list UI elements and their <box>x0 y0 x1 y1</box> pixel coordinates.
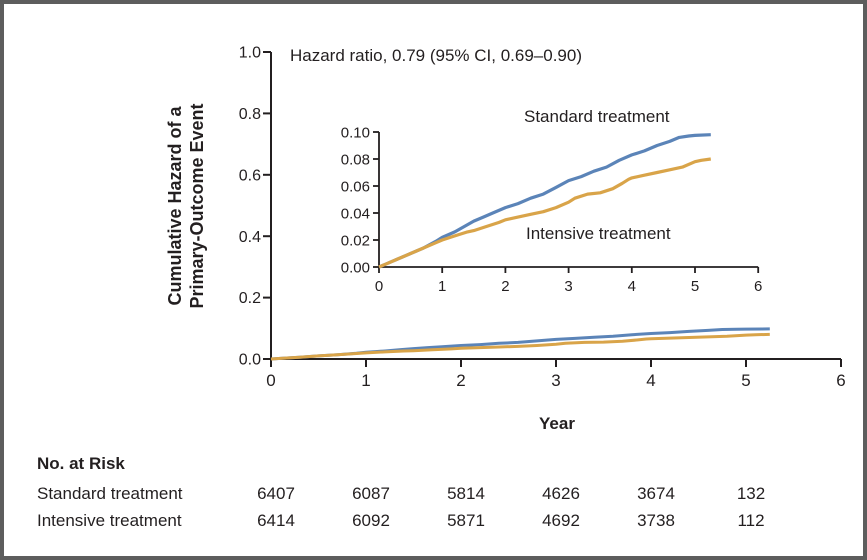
legend-intensive-treatment: Intensive treatment <box>526 224 671 243</box>
risk-table-title: No. at Risk <box>37 454 125 473</box>
main-ytick-label: 0.0 <box>239 352 261 369</box>
risk-row-label: Intensive treatment <box>37 511 182 530</box>
main-xtick-label: 0 <box>266 371 275 390</box>
main-xtick-label: 5 <box>741 371 750 390</box>
risk-count: 5871 <box>447 511 485 530</box>
inset-series <box>378 133 712 269</box>
risk-count: 6087 <box>352 484 390 503</box>
cumulative-hazard-plot: 0.00.20.40.60.81.00 1 2 3 4 5 60.000.020.040.0… <box>239 45 846 390</box>
risk-count: 132 <box>736 484 766 503</box>
inset-line-intensive-treatment <box>378 157 712 269</box>
risk-count: 6414 <box>257 511 295 530</box>
main-line-intensive-treatment <box>270 332 770 361</box>
main-series <box>270 327 770 361</box>
risk-row-intensive: Intensive treatment 6414 6092 5871 4692 … <box>4 511 863 535</box>
risk-row-standard: Standard treatment 6407 6087 5814 4626 3… <box>4 484 863 508</box>
main-ytick-label: 0.6 <box>239 167 261 184</box>
legend-standard-treatment: Standard treatment <box>524 107 670 126</box>
main-xtick-label: 3 <box>551 371 560 390</box>
main-ytick-label: 0.2 <box>239 290 261 307</box>
main-ytick-label: 1.0 <box>239 45 261 62</box>
main-xtick-label: 4 <box>646 371 655 390</box>
y-axis-label-line2: Primary-Outcome Event <box>186 103 207 309</box>
risk-count: 3738 <box>637 511 675 530</box>
inset-xtick-label: 2 <box>501 278 509 295</box>
risk-count: 6407 <box>257 484 295 503</box>
inset-ytick-label: 0.04 <box>341 205 370 222</box>
main-ytick-label: 0.8 <box>239 106 261 123</box>
risk-count: 6092 <box>352 511 390 530</box>
y-axis-label: Cumulative Hazard of a Primary-Outcome E… <box>165 41 209 371</box>
main-axes: 0.0 0.2 0.4 0.6 0.8 1.0 0 1 2 3 4 5 6 <box>239 45 846 390</box>
inset-xtick-label: 5 <box>691 278 699 295</box>
inset-xtick-label: 6 <box>754 278 762 295</box>
inset-ytick-label: 0.00 <box>341 259 370 276</box>
inset-xtick-label: 1 <box>438 278 446 295</box>
risk-count: 4626 <box>542 484 580 503</box>
main-xtick-label: 2 <box>456 371 465 390</box>
risk-count: 5814 <box>447 484 485 503</box>
risk-count: 112 <box>737 511 765 530</box>
inset-ytick-label: 0.10 <box>341 124 370 141</box>
hazard-ratio-annotation: Hazard ratio, 0.79 (95% CI, 0.69–0.90) <box>290 46 582 65</box>
risk-count: 3674 <box>637 484 675 503</box>
main-xtick-label: 6 <box>836 371 845 390</box>
risk-count: 4692 <box>542 511 580 530</box>
y-axis-label-line1: Cumulative Hazard of a <box>165 106 185 306</box>
inset-xtick-label: 3 <box>564 278 572 295</box>
x-axis-label: Year <box>539 414 575 433</box>
main-ytick-label: 0.4 <box>239 229 261 246</box>
inset-ytick-label: 0.08 <box>341 151 370 168</box>
inset-xtick-label: 0 <box>375 278 383 295</box>
inset-ytick-label: 0.06 <box>341 178 370 195</box>
inset-axes: 0.00 0.02 0.04 0.06 0.08 0.10 0 1 2 3 4 5 6 <box>341 124 763 295</box>
risk-row-label: Standard treatment <box>37 484 183 503</box>
inset-ytick-label: 0.02 <box>341 232 370 249</box>
inset-xtick-label: 4 <box>628 278 636 295</box>
main-xtick-label: 1 <box>361 371 370 390</box>
